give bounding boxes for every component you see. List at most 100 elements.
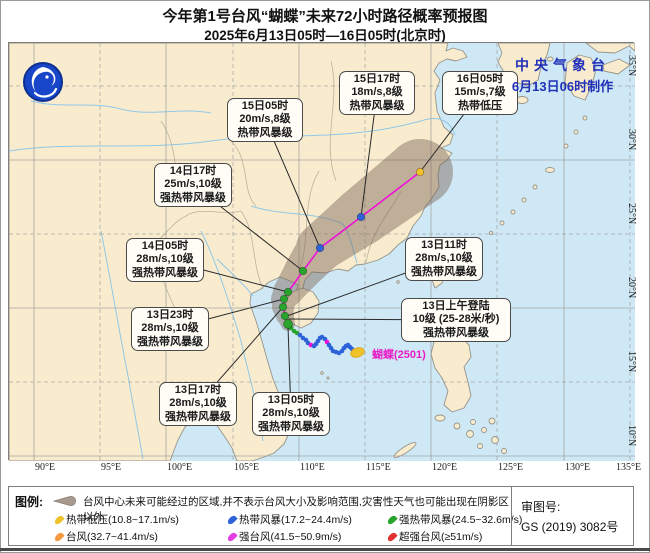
- callout-line: 28m/s,10级: [141, 322, 199, 335]
- callout-line: 热带风暴级: [237, 126, 293, 139]
- callout-line: 强热带风暴级: [165, 410, 231, 423]
- legend-divider: [511, 487, 512, 545]
- legend-item-label: 超强台风(≥51m/s): [399, 531, 483, 543]
- legend-item: 热带风暴(17.2~24.4m/s): [226, 512, 352, 527]
- map-canvas: [9, 43, 635, 461]
- legend-panel: 图例: 台风中心未来可能经过的区域,并不表示台风大小及影响范围,灾害性天气也可能…: [8, 486, 634, 546]
- genesis-typhoon-symbol: [350, 347, 365, 358]
- legend-item: 超强台风(≥51m/s): [386, 529, 483, 544]
- legend-item-label: 热带风暴(17.2~24.4m/s): [239, 514, 352, 526]
- lat-label: 15°N: [626, 351, 637, 373]
- forecast-point-15日17时: [356, 212, 366, 222]
- review-value: GS (2019) 3082号: [521, 520, 619, 534]
- lat-label: 20°N: [626, 277, 637, 299]
- callout-line: 14日05时: [141, 239, 189, 252]
- map-subtitle: 2025年6月13日05时—16日05时(北京时): [204, 28, 446, 43]
- legend-item-label: 台风(32.7~41.4m/s): [66, 531, 158, 543]
- callout-line: 28m/s,10级: [262, 407, 320, 420]
- lon-label: 120°E: [432, 462, 458, 473]
- intensity-dot-icon: [53, 513, 65, 526]
- review-label: 审图号:: [521, 500, 561, 514]
- intensity-dot-icon: [226, 513, 238, 526]
- callout-line: 15日17时: [353, 72, 401, 85]
- land-mainland-asia: [9, 43, 468, 461]
- forecast-point-13日23时: [279, 294, 289, 304]
- callout-line: 13日11时: [421, 238, 467, 251]
- legend-item-label: 强热带风暴(24.5~32.6m/s): [399, 514, 523, 526]
- intensity-dot-icon: [386, 530, 398, 543]
- map-review-number: 审图号: GS (2019) 3082号: [521, 497, 633, 537]
- cone-legend-icon: [53, 496, 76, 506]
- forecast-callout: 13日上午登陆 10级 (25-28米/秒) 强热带风暴级: [401, 298, 511, 342]
- callout-line: 28m/s,10级: [415, 252, 473, 265]
- callout-line: 15日05时: [241, 99, 289, 112]
- callout-line: 13日上午登陆: [422, 299, 490, 312]
- callout-line: 28m/s,10级: [169, 397, 227, 410]
- callout-line: 25m/s,10级: [164, 178, 222, 191]
- callout-line: 13日23时: [146, 308, 194, 321]
- forecast-callout: 13日11时 28m/s,10级 强热带风暴级: [405, 237, 483, 281]
- map-title: 今年第1号台风“蝴蝶”未来72小时路径概率预报图: [162, 8, 488, 25]
- callout-line: 13日17时: [174, 383, 222, 396]
- callout-line: 强热带风暴级: [137, 335, 203, 348]
- forecast-callout: 15日17时 18m/s,8级 热带风暴级: [339, 71, 415, 115]
- ryukyu-islands: [488, 115, 588, 236]
- forecast-point-13日17时: [278, 302, 288, 312]
- forecast-callout: 14日17时 25m/s,10级 强热带风暴级: [154, 163, 232, 207]
- lon-label: 135°E: [616, 462, 642, 473]
- callout-line: 13日05时: [267, 393, 315, 406]
- cone-legend-note: 台风中心未来可能经过的区域,并不表示台风大小及影响范围,灾害性天气也可能出现在阴…: [83, 496, 509, 523]
- forecast-callout: 13日17时 28m/s,10级 强热带风暴级: [159, 382, 237, 426]
- intensity-dot-icon: [53, 530, 65, 543]
- callout-line: 强热带风暴级: [411, 265, 477, 278]
- callout-line: 热带风暴级: [349, 99, 405, 112]
- storm-name-label: 蝴蝶(2501): [372, 349, 426, 361]
- forecast-callout: 13日05时 28m/s,10级 强热带风暴级: [252, 392, 330, 436]
- scs-islets: [320, 280, 400, 380]
- lon-label: 110°E: [300, 462, 325, 473]
- callout-line: 20m/s,8级: [239, 113, 291, 126]
- lat-label: 25°N: [626, 203, 637, 225]
- callout-line: 热带低压: [458, 99, 502, 112]
- legend-item-label: 强台风(41.5~50.9m/s): [239, 531, 342, 543]
- forecast-point-14日17时: [298, 266, 308, 276]
- forecast-point-14日05时: [283, 287, 293, 297]
- callout-line: 14日17时: [169, 164, 217, 177]
- callout-line: 10级 (25-28米/秒): [412, 313, 500, 326]
- legend-item: 台风(32.7~41.4m/s): [53, 529, 158, 544]
- tsushima-island: [546, 56, 554, 62]
- legend-item: 强热带风暴(24.5~32.6m/s): [386, 512, 523, 527]
- intensity-dot-icon: [226, 530, 238, 543]
- bottom-edge-bar: [0, 548, 650, 551]
- callout-line: 强热带风暴级: [423, 326, 489, 339]
- lat-label: 30°N: [626, 129, 637, 151]
- lat-label: 10°N: [626, 425, 637, 447]
- forecast-callout: 14日05时 28m/s,10级 强热带风暴级: [126, 238, 204, 282]
- forecast-callout: 15日05时 20m/s,8级 热带风暴级: [227, 98, 303, 142]
- callout-line: 强热带风暴级: [160, 191, 226, 204]
- forecast-point-15日05时: [315, 243, 325, 253]
- intensity-dot-icon: [386, 513, 398, 526]
- callout-line: 18m/s,8级: [351, 86, 403, 99]
- lon-label: 105°E: [234, 462, 260, 473]
- forecast-point-16日05时: [415, 167, 425, 177]
- legend-item-label: 热带低压(10.8~17.1m/s): [66, 514, 179, 526]
- callout-line: 16日05时: [456, 72, 504, 85]
- legend-title: 图例:: [15, 495, 43, 509]
- agency-name: 中央气象台: [515, 57, 610, 73]
- observed-track-dot: [297, 332, 303, 338]
- philippine-islands: [393, 316, 507, 458]
- issue-time: 6月13日06时制作: [511, 79, 614, 94]
- lon-label: 115°E: [366, 462, 391, 473]
- callout-line: 28m/s,10级: [136, 253, 194, 266]
- lon-label: 125°E: [498, 462, 524, 473]
- lon-label: 90°E: [35, 462, 56, 473]
- legend-item: 热带低压(10.8~17.1m/s): [53, 512, 179, 527]
- forecast-point-13日05时: [283, 319, 293, 329]
- lon-label: 130°E: [565, 462, 591, 473]
- agency-credit: 中央气象台 6月13日06时制作: [495, 55, 630, 95]
- forecast-point-13日11时: [280, 311, 290, 321]
- callout-line: 15m/s,7级: [454, 86, 506, 99]
- lon-label: 95°E: [101, 462, 122, 473]
- callout-line: 强热带风暴级: [258, 420, 324, 433]
